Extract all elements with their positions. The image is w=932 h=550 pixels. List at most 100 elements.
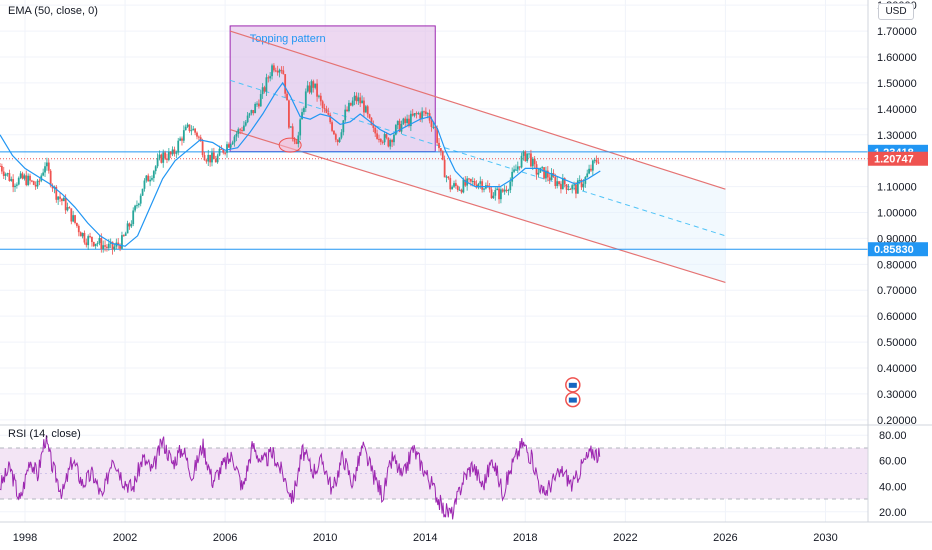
candle-body: [325, 108, 328, 113]
candle-body: [539, 167, 542, 173]
candle-body: [464, 179, 467, 186]
candle-body: [565, 184, 568, 190]
price-tick-label: 0.40000: [877, 363, 917, 375]
rsi-panel: [0, 435, 868, 520]
candle-body: [321, 101, 324, 109]
candle-body: [524, 151, 527, 162]
candle-body: [194, 128, 197, 133]
candle-body: [357, 97, 360, 102]
candle-body: [567, 188, 570, 190]
candle-body: [329, 114, 332, 123]
candle-body: [310, 81, 313, 93]
candle-body: [556, 181, 559, 186]
candle-body: [468, 178, 470, 180]
candle-body: [66, 207, 69, 211]
candle-body: [25, 175, 28, 186]
candle-body: [122, 235, 125, 237]
candle-body: [359, 97, 362, 104]
candle-body: [107, 243, 110, 248]
candle-body: [404, 118, 407, 123]
candle-body: [483, 188, 485, 190]
candle-body: [231, 142, 234, 145]
candle-body: [169, 151, 172, 155]
candle-body: [106, 246, 108, 248]
candle-body: [338, 137, 341, 143]
candle-body: [147, 175, 150, 182]
candle-body: [273, 65, 275, 71]
candle-body: [38, 180, 41, 182]
event-marker-flag: [568, 397, 577, 403]
rsi-tick-label: 60.00: [879, 456, 907, 468]
candle-body: [301, 112, 303, 120]
candle-body: [443, 159, 446, 178]
candle-body: [177, 140, 180, 153]
candle-body: [113, 246, 116, 250]
price-tick-label: 1.50000: [877, 78, 917, 90]
candle-body: [57, 196, 60, 200]
candle-body: [171, 149, 174, 155]
rsi-tick-label: 40.00: [879, 481, 907, 493]
currency-button[interactable]: USD: [878, 3, 914, 20]
candle-body: [111, 241, 114, 250]
candle-body: [494, 190, 497, 196]
candle-body: [10, 179, 13, 181]
candle-body: [154, 166, 157, 172]
candle-body: [74, 215, 76, 223]
rsi-indicator-title[interactable]: RSI (14, close): [8, 428, 81, 440]
candle-body: [492, 195, 495, 199]
candle-body: [100, 238, 103, 250]
candle-body: [166, 158, 168, 160]
candle-body: [426, 113, 429, 115]
candle-body: [306, 85, 309, 92]
candle-body: [456, 186, 459, 191]
candle-body: [282, 70, 285, 75]
candle-body: [235, 133, 238, 137]
candle-body: [23, 175, 26, 179]
candle-body: [126, 223, 129, 234]
candle-body: [409, 113, 412, 127]
price-tick-label: 1.70000: [877, 26, 917, 38]
candle-body: [96, 243, 99, 245]
time-tick-label: 2002: [113, 532, 137, 544]
neckline-ellipse: [278, 137, 302, 153]
candle-body: [149, 179, 151, 182]
candle-body: [91, 236, 93, 243]
candle-body: [571, 185, 574, 190]
candle-body: [342, 120, 345, 133]
candle-body: [361, 100, 363, 104]
candle-body: [503, 189, 506, 192]
candle-body: [199, 137, 202, 142]
candle-body: [289, 126, 292, 128]
candle-body: [227, 144, 230, 148]
candle-body: [68, 207, 71, 209]
candle-body: [314, 83, 317, 88]
candle-body: [92, 242, 95, 247]
candle-body: [516, 166, 519, 170]
candle-body: [406, 118, 409, 123]
ema-indicator-title[interactable]: EMA (50, close, 0): [8, 5, 98, 17]
candle-body: [490, 189, 493, 199]
candle-body: [59, 196, 61, 199]
event-markers[interactable]: [565, 377, 581, 408]
candle-body: [548, 177, 551, 181]
candle-body: [537, 172, 540, 175]
candle-body: [0, 165, 3, 172]
candle-body: [205, 160, 208, 162]
price-tick-label: 0.70000: [877, 285, 917, 297]
candle-body: [488, 187, 491, 190]
candle-body: [70, 208, 73, 222]
rsi-tick-label: 20.00: [879, 507, 907, 519]
candle-body: [389, 139, 392, 147]
candle-body: [417, 113, 420, 115]
candle-body: [32, 181, 35, 185]
candle-body: [19, 173, 22, 178]
candle-body: [229, 144, 232, 148]
candle-body: [363, 100, 365, 113]
candle-body: [528, 153, 530, 155]
candle-body: [477, 183, 480, 188]
candle-body: [121, 235, 123, 249]
candle-body: [560, 184, 562, 190]
candle-body: [271, 65, 273, 77]
